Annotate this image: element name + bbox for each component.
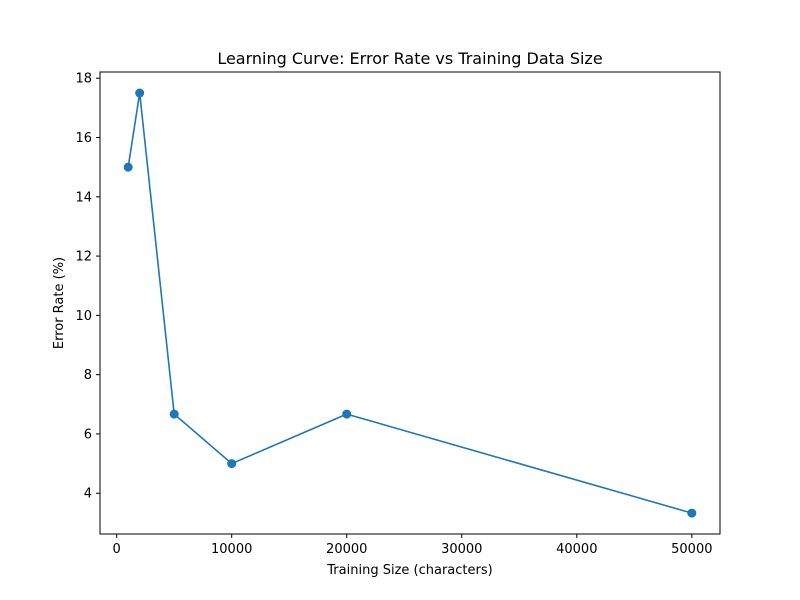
plot-area (100, 72, 720, 534)
y-tick-label: 6 (84, 427, 92, 442)
y-tick-label: 4 (84, 487, 92, 502)
y-axis-label: Error Rate (%) (52, 257, 67, 349)
y-tick-label: 18 (75, 72, 92, 87)
y-tick-label: 12 (75, 250, 92, 265)
y-tick-label: 14 (75, 190, 92, 205)
x-tick-label: 30000 (441, 542, 482, 557)
data-point (169, 409, 179, 419)
data-point (687, 508, 697, 518)
x-axis-label: Training Size (characters) (326, 563, 492, 578)
series-line (127, 92, 693, 514)
chart-title: Learning Curve: Error Rate vs Training D… (217, 49, 602, 68)
x-tick-label: 20000 (326, 542, 367, 557)
x-tick-label: 40000 (556, 542, 597, 557)
x-tick-label: 50000 (671, 542, 712, 557)
x-tick-label: 10000 (211, 542, 252, 557)
data-point (123, 162, 133, 172)
y-tick-label: 16 (75, 131, 92, 146)
x-tick-label: 0 (113, 542, 121, 557)
data-point (227, 459, 237, 469)
data-point (342, 409, 352, 419)
y-tick-label: 8 (84, 368, 92, 383)
y-tick-label: 10 (75, 309, 92, 324)
plot-frame (99, 71, 721, 535)
data-point (135, 88, 145, 98)
y-axis-ticks: 4 6 8 10 12 14 16 18 (75, 72, 100, 502)
data-markers (123, 88, 697, 518)
x-axis-ticks: 0 10000 20000 30000 40000 50000 (113, 534, 712, 557)
